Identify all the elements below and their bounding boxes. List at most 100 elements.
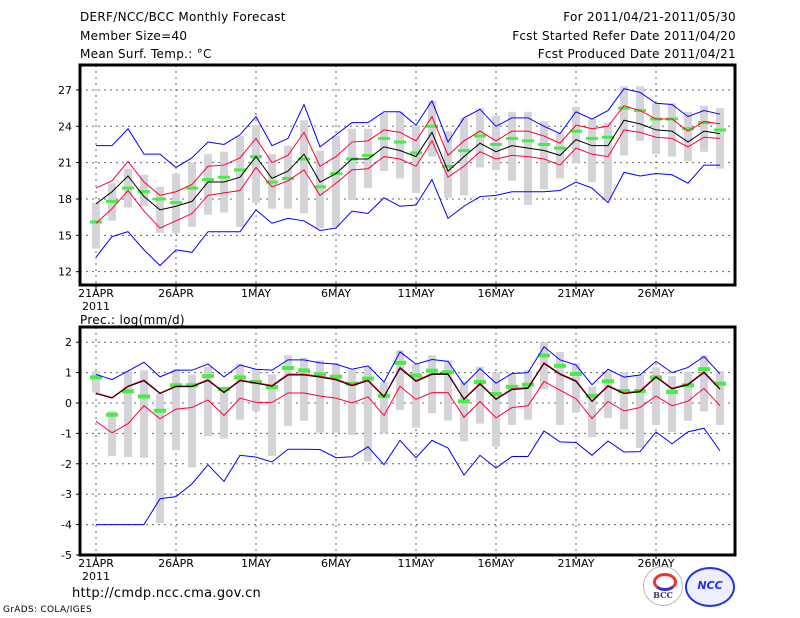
ensemble-range-bar — [604, 371, 612, 418]
ensemble-range-bar — [172, 369, 180, 451]
observed-marker — [266, 180, 278, 184]
ncc-logo: NCC — [685, 567, 735, 607]
observed-marker — [330, 374, 342, 379]
source-url[interactable]: http://cmdp.ncc.cma.gov.cn — [72, 586, 262, 601]
x-tick-label: 6MAY — [321, 287, 351, 300]
observed-marker — [218, 175, 230, 179]
ensemble-range-bar — [476, 366, 484, 424]
observed-marker — [666, 389, 678, 394]
observed-marker — [570, 372, 582, 377]
ensemble-range-bar — [684, 371, 692, 421]
x-tick-label: 11MAY — [398, 557, 435, 570]
observed-marker — [586, 136, 598, 140]
y-tick-label: -4 — [61, 519, 72, 532]
max-line — [96, 88, 721, 169]
observed-marker — [538, 353, 550, 358]
ensemble-range-bar — [588, 119, 596, 183]
ensemble-range-bar — [572, 106, 580, 163]
ensemble-range-bar — [700, 355, 708, 412]
y-tick-label: -5 — [61, 549, 72, 562]
ensemble-range-bar — [268, 374, 276, 456]
x-tick-label: 21APR — [78, 557, 114, 570]
observed-marker — [298, 157, 310, 161]
ensemble-range-bar — [204, 154, 212, 215]
y-tick-label: 24 — [58, 120, 72, 133]
observed-marker — [154, 408, 166, 413]
x-tick-label: 21MAY — [558, 287, 595, 300]
spread-lower-line — [95, 380, 721, 434]
ensemble-range-bar — [716, 371, 724, 425]
observed-marker — [458, 399, 470, 404]
ensemble-range-bar — [188, 162, 196, 227]
ensemble-range-bar — [508, 111, 516, 181]
produced-date: Fcst Produced Date 2011/04/21 — [537, 47, 736, 61]
grads-credit: GrADS: COLA/IGES — [3, 605, 92, 615]
x-tick-label: 21MAY — [558, 557, 595, 570]
observed-marker — [570, 129, 582, 133]
started-date: Fcst Started Refer Date 2011/04/20 — [512, 29, 736, 43]
ensemble-range-bar — [428, 355, 436, 414]
observed-marker — [122, 186, 134, 190]
observed-marker — [394, 360, 406, 365]
observed-marker — [490, 392, 502, 397]
observed-marker — [122, 389, 134, 394]
observed-marker — [474, 379, 486, 384]
ensemble-range-bar — [300, 120, 308, 214]
observed-marker — [426, 368, 438, 373]
forecast-period: For 2011/04/21-2011/05/30 — [563, 10, 736, 24]
ensemble-range-bar — [92, 202, 100, 249]
ensemble-range-bar — [300, 357, 308, 421]
ensemble-range-bar — [108, 410, 116, 456]
observed-marker — [586, 393, 598, 398]
observed-marker — [506, 136, 518, 140]
x-tick-label: 11MAY — [398, 287, 435, 300]
ensemble-range-bar — [444, 131, 452, 198]
ensemble-range-bar — [620, 372, 628, 430]
ensemble-range-bar — [668, 376, 676, 432]
ensemble-range-bar — [604, 122, 612, 201]
ensemble-range-bar — [364, 366, 372, 462]
y-tick-label: 21 — [58, 157, 72, 170]
ensemble-range-bar — [412, 125, 420, 193]
min-line — [95, 164, 720, 267]
observed-marker — [698, 367, 710, 372]
ensemble-range-bar — [588, 386, 596, 438]
ensemble-range-bar — [524, 370, 532, 420]
y-tick-label: 1 — [65, 367, 72, 380]
y-tick-label: 0 — [65, 397, 72, 410]
ensemble-range-bar — [540, 121, 548, 190]
ensemble-range-bar — [492, 372, 500, 447]
observed-marker — [682, 127, 694, 131]
ensemble-range-bar — [220, 388, 228, 439]
observed-marker — [250, 379, 262, 384]
observed-marker — [298, 368, 310, 373]
ensemble-range-bar — [204, 366, 212, 437]
observed-marker — [538, 142, 550, 146]
x-tick-label: 26APR — [158, 557, 194, 570]
observed-marker — [170, 201, 182, 205]
member-size: Member Size=40 — [80, 29, 188, 43]
y-tick-label: 27 — [58, 84, 72, 97]
ensemble-range-bar — [540, 342, 548, 390]
ensemble-range-bar — [700, 105, 708, 152]
observed-marker — [410, 373, 422, 378]
ensemble-range-bar — [284, 355, 292, 426]
y-tick-label: 18 — [58, 193, 72, 206]
ensemble-range-bar — [428, 100, 436, 157]
observed-marker — [602, 379, 614, 384]
observed-marker — [522, 382, 534, 387]
ensemble-mean-line — [95, 362, 721, 403]
x-tick-label: 1MAY — [241, 557, 271, 570]
observed-marker — [506, 384, 518, 389]
x-tick-label: 16MAY — [478, 557, 515, 570]
ensemble-range-bar — [444, 360, 452, 421]
x-tick-label: 21APR — [78, 287, 114, 300]
observed-marker — [234, 168, 246, 172]
plot-frame — [78, 63, 737, 287]
x-tick-sublabel: 2011 — [82, 300, 110, 313]
ensemble-range-bar — [572, 363, 580, 413]
bcc-logo-text: BCC — [653, 590, 673, 600]
observed-marker — [314, 185, 326, 189]
ensemble-range-bar — [124, 371, 132, 458]
